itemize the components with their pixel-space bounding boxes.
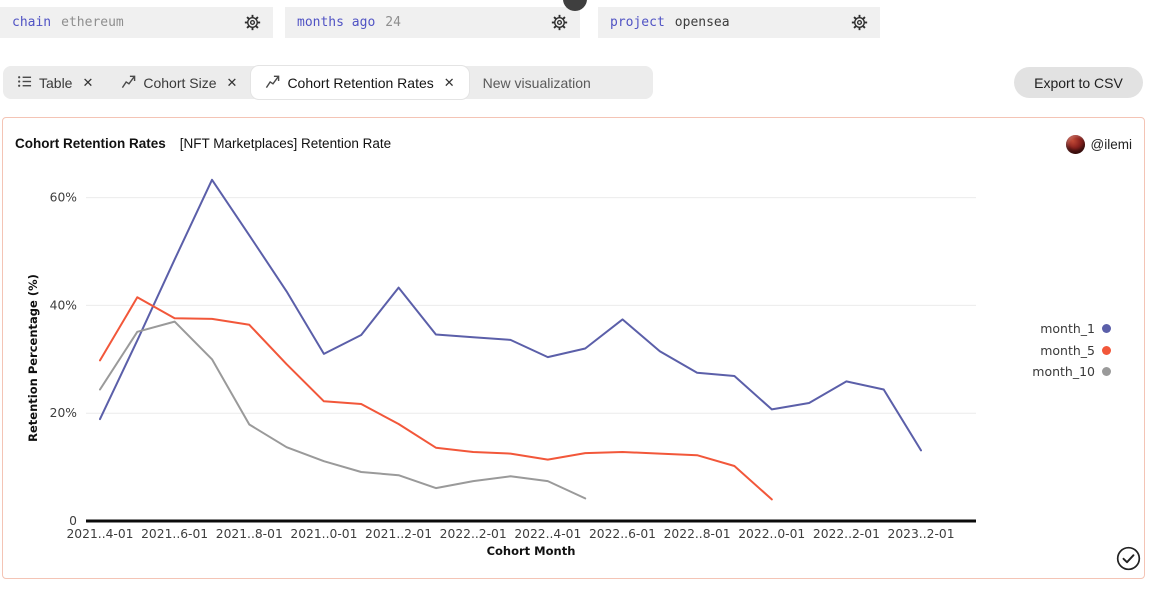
close-icon[interactable]: ✕: [226, 74, 238, 90]
svg-text:20%: 20%: [50, 406, 77, 420]
legend-dot: [1102, 324, 1111, 334]
tab-label: New visualization: [482, 74, 591, 91]
legend-dot: [1102, 367, 1111, 377]
svg-text:2022..8-01: 2022..8-01: [664, 527, 731, 541]
svg-text:Cohort Month: Cohort Month: [487, 544, 576, 558]
tab-cohort-retention-rates[interactable]: Cohort Retention Rates ✕: [251, 66, 469, 99]
param-chip-project[interactable]: project opensea: [598, 7, 880, 38]
svg-text:2022..0-01: 2022..0-01: [738, 527, 805, 541]
legend-item-month_5[interactable]: month_5: [993, 340, 1111, 362]
legend-dot: [1102, 345, 1111, 355]
chart-icon: [265, 74, 280, 92]
legend-label: month_5: [1040, 342, 1095, 358]
close-icon[interactable]: ✕: [82, 74, 94, 90]
svg-text:2021..8-01: 2021..8-01: [216, 527, 283, 541]
svg-text:Retention Percentage (%): Retention Percentage (%): [26, 274, 40, 442]
chart-legend: month_1 month_5 month_10: [993, 318, 1111, 383]
gear-icon[interactable]: [851, 14, 868, 31]
legend-item-month_1[interactable]: month_1: [993, 318, 1111, 340]
tab-label: Cohort Retention Rates: [287, 74, 434, 91]
floating-button-partial[interactable]: [563, 0, 587, 11]
svg-text:40%: 40%: [50, 298, 77, 312]
legend-label: month_1: [1040, 321, 1095, 337]
export-csv-button[interactable]: Export to CSV: [1014, 67, 1143, 98]
svg-text:2021..6-01: 2021..6-01: [141, 527, 208, 541]
svg-text:2021..0-01: 2021..0-01: [290, 527, 357, 541]
svg-text:2022..2-01: 2022..2-01: [813, 527, 880, 541]
retention-line-chart: 0 20% 40% 60% 2021..4-01 2021..6-01 2021..8-01…: [26, 178, 976, 558]
param-label: chain: [12, 15, 52, 30]
tab-label: Cohort Size: [143, 74, 217, 91]
author-handle: @ilemi: [1090, 137, 1132, 152]
tab-new-visualization[interactable]: New visualization: [469, 66, 605, 99]
avatar: [1065, 135, 1085, 154]
visualization-tabs: Table ✕ Cohort Size ✕ Cohort Retention R…: [3, 66, 653, 99]
svg-text:2022..4-01: 2022..4-01: [514, 527, 581, 541]
param-label: months ago: [297, 15, 376, 30]
chart-header: Cohort Retention Rates [NFT Marketplaces…: [15, 136, 391, 151]
param-label: project: [610, 15, 665, 30]
legend-label: month_10: [1032, 364, 1095, 380]
svg-text:2021..2-01: 2021..2-01: [365, 527, 432, 541]
param-chip-months-ago[interactable]: months ago 24: [285, 7, 580, 38]
svg-text:0: 0: [69, 514, 77, 528]
svg-text:2022..2-01: 2022..2-01: [440, 527, 507, 541]
table-icon: [17, 74, 32, 92]
svg-text:2023..2-01: 2023..2-01: [888, 527, 955, 541]
author-byline[interactable]: @ilemi: [1065, 135, 1132, 154]
param-value[interactable]: 24: [385, 15, 401, 30]
tab-table[interactable]: Table ✕: [3, 66, 107, 99]
chart-card: Cohort Retention Rates [NFT Marketplaces…: [2, 117, 1145, 579]
gear-icon[interactable]: [244, 14, 261, 31]
chart-title: Cohort Retention Rates: [15, 136, 166, 151]
svg-text:2021..4-01: 2021..4-01: [66, 527, 133, 541]
param-chip-chain[interactable]: chain ethereum: [0, 7, 273, 38]
gear-icon[interactable]: [551, 14, 568, 31]
chart-icon: [121, 74, 136, 92]
close-icon[interactable]: ✕: [443, 74, 455, 90]
legend-item-month_10[interactable]: month_10: [993, 361, 1111, 383]
svg-text:60%: 60%: [50, 191, 77, 205]
svg-text:2022..6-01: 2022..6-01: [589, 527, 656, 541]
tab-label: Table: [39, 74, 73, 91]
check-circle-icon[interactable]: [1114, 544, 1143, 573]
param-value[interactable]: ethereum: [61, 15, 124, 30]
chart-subtitle: [NFT Marketplaces] Retention Rate: [179, 136, 392, 151]
tab-cohort-size[interactable]: Cohort Size ✕: [107, 66, 251, 99]
param-value[interactable]: opensea: [674, 15, 730, 30]
